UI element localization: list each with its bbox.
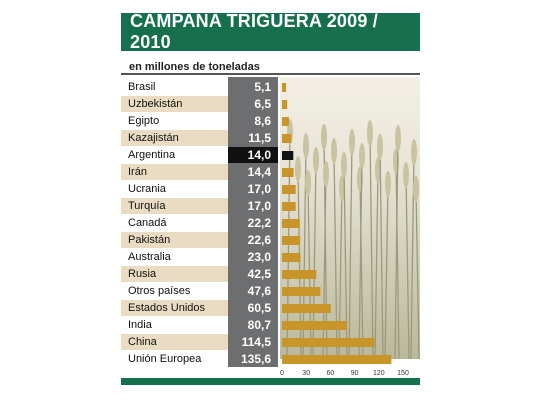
- country-label: Canadá: [128, 217, 167, 229]
- country-label: Egipto: [128, 115, 160, 127]
- bar: [282, 185, 296, 194]
- value-label: 22,6: [247, 233, 271, 247]
- value-label: 6,5: [254, 97, 271, 111]
- bar: [282, 100, 288, 109]
- x-tick-label: 60: [327, 370, 335, 377]
- bar: [282, 83, 287, 92]
- country-label: Kazajistán: [121, 130, 229, 146]
- value-label: 114,5: [241, 335, 271, 349]
- value-label: 60,5: [247, 301, 271, 315]
- bar: [282, 287, 321, 296]
- value-label: 17,0: [247, 199, 271, 213]
- bar: [282, 270, 317, 279]
- country-label: Brasil: [128, 81, 156, 93]
- header-rule: [121, 73, 420, 75]
- country-label: Unión Europea: [128, 353, 202, 365]
- units-subtitle: en millones de toneladas: [129, 61, 260, 73]
- bar: [282, 134, 292, 143]
- wheat-field-image: [280, 77, 420, 359]
- bar: [282, 117, 289, 126]
- bar: [282, 168, 294, 177]
- country-label: India: [128, 319, 152, 331]
- value-label: 135,6: [240, 352, 271, 366]
- country-label: China: [121, 334, 229, 350]
- bar-chart: 0 30 60 90 120 150: [280, 83, 409, 377]
- value-label: 17,0: [247, 182, 271, 196]
- bar: [282, 253, 301, 262]
- country-label: Australia: [128, 251, 171, 263]
- bar: [282, 355, 392, 364]
- x-tick-label: 150: [397, 370, 409, 377]
- x-tick-label: 30: [302, 370, 310, 377]
- value-label: 5,1: [254, 80, 271, 94]
- bar: [282, 151, 294, 160]
- country-label: Irán: [121, 164, 229, 180]
- value-column: [228, 77, 278, 367]
- x-tick-label: 90: [351, 370, 359, 377]
- value-label: 42,5: [247, 267, 271, 281]
- chart-title: CAMPAÑA TRIGUERA 2009 / 2010: [121, 11, 420, 52]
- x-tick-label: 0: [280, 370, 284, 377]
- country-label: Uzbekistán: [121, 96, 229, 112]
- value-label: 8,6: [254, 114, 271, 128]
- value-label: 14,4: [247, 165, 271, 179]
- country-label: Estados Unidos: [121, 300, 229, 316]
- value-label: 11,5: [248, 131, 271, 145]
- country-label: Pakistán: [121, 232, 229, 248]
- value-label: 22,2: [247, 216, 271, 230]
- footer-bar: [121, 378, 420, 385]
- bar: [282, 202, 296, 211]
- bar: [282, 304, 331, 313]
- value-label: 80,7: [247, 318, 271, 332]
- bar: [282, 219, 300, 228]
- x-tick-label: 120: [373, 370, 385, 377]
- country-label: Turquía: [121, 198, 229, 214]
- country-label: Argentina: [128, 149, 176, 161]
- country-label: Ucrania: [128, 183, 166, 195]
- value-label: 47,6: [247, 284, 271, 298]
- country-label: Rusia: [121, 266, 229, 282]
- bar: [282, 321, 348, 330]
- country-label: Otros países: [128, 285, 191, 297]
- bar: [282, 236, 301, 245]
- value-label: 14,0: [228, 147, 278, 163]
- value-label: 23,0: [247, 250, 271, 264]
- bar: [282, 338, 375, 347]
